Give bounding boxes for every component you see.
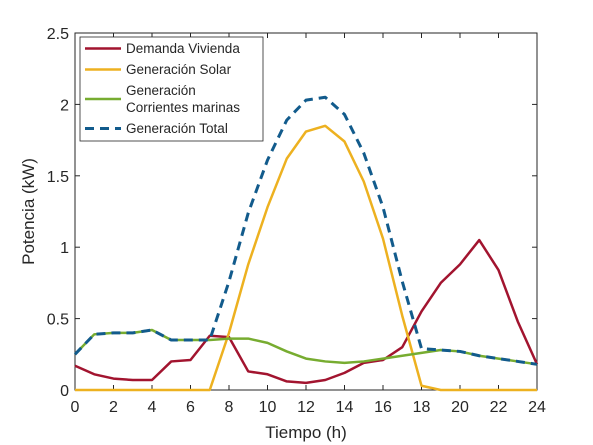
x-tick-label: 4 [148,399,157,416]
y-tick-label: 1 [60,240,69,257]
x-tick-label: 8 [225,399,234,416]
x-tick-label: 24 [528,399,546,416]
y-axis-ticks: 0 0.5 1 1.5 2 2.5 [47,26,537,400]
y-tick-label: 2 [60,97,69,114]
x-tick-label: 12 [297,399,315,416]
legend-label: Generación Solar [126,62,232,77]
series-layer [73,95,539,392]
series-line-1 [74,238,539,385]
x-tick-label: 0 [71,399,80,416]
x-tick-label: 18 [413,399,431,416]
x-axis-label: Tiempo (h) [265,423,347,442]
x-axis-ticks: 0 2 4 6 8 10 12 14 16 18 20 22 24 [71,33,546,416]
x-tick-label: 14 [336,399,354,416]
x-tick-label: 6 [186,399,195,416]
x-tick-label: 20 [451,399,469,416]
series-line-2 [75,124,537,392]
legend-label: Generación Total [126,121,228,136]
series-line-4 [73,95,538,366]
legend: Demanda Vivienda Generación Solar Generaci… [79,36,264,142]
y-tick-label: 1.5 [47,169,69,186]
legend-box [79,36,264,142]
y-axis-label: Potencia (kW) [19,158,38,265]
y-tick-label: 2.5 [47,26,69,43]
x-tick-label: 2 [109,399,118,416]
y-tick-label: 0 [60,383,69,400]
y-tick-label: 0.5 [47,312,69,329]
legend-label: Corrientes marinas [126,100,240,115]
x-tick-label: 10 [259,399,277,416]
x-tick-label: 16 [374,399,392,416]
x-tick-label: 22 [490,399,508,416]
legend-label: Demanda Vivienda [126,41,240,56]
legend-label: Generación [126,83,196,98]
